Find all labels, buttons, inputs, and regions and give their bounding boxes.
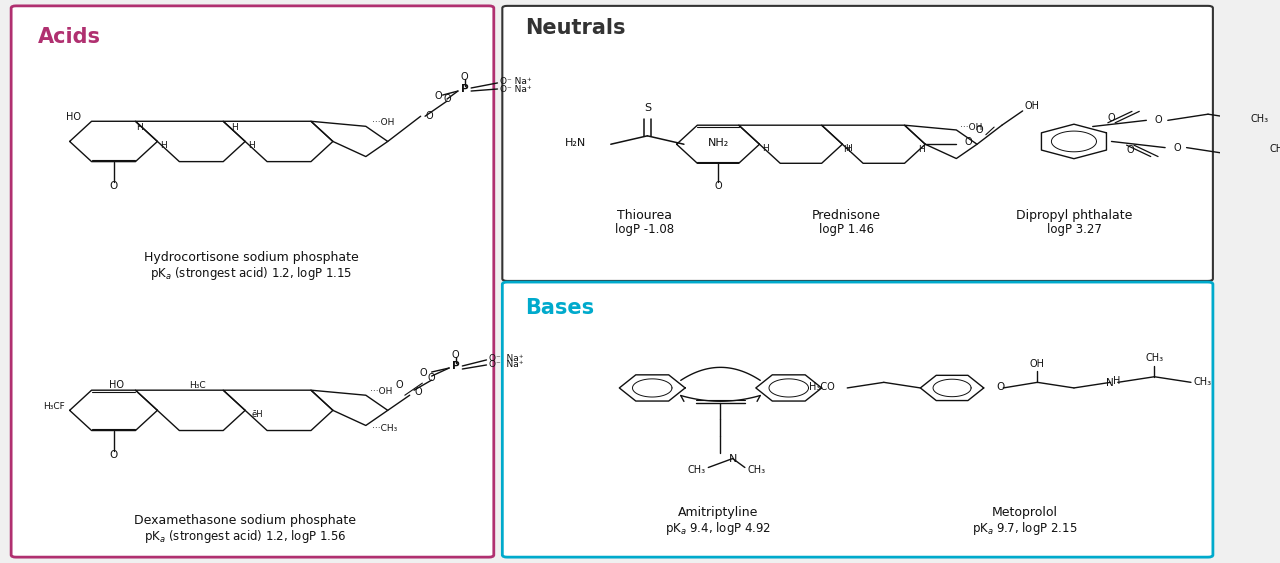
Text: pK$_a$ (strongest acid) 1.2, logP 1.15: pK$_a$ (strongest acid) 1.2, logP 1.15 (150, 265, 352, 282)
Text: O: O (396, 380, 403, 390)
Text: H: H (160, 141, 168, 150)
Text: CH₃: CH₃ (1193, 377, 1212, 387)
Text: H: H (763, 144, 769, 153)
Text: O: O (1107, 113, 1115, 123)
Text: O: O (428, 373, 435, 383)
Text: O: O (415, 387, 421, 397)
Text: P: P (461, 84, 468, 94)
Text: O: O (1126, 145, 1134, 155)
Text: O: O (452, 350, 460, 360)
Text: O: O (714, 181, 722, 191)
Text: P: P (452, 361, 460, 371)
Text: ···OH: ···OH (370, 387, 393, 396)
Text: Metoprolol: Metoprolol (992, 506, 1059, 519)
Text: O: O (109, 181, 118, 191)
Text: O: O (420, 368, 428, 378)
Text: OH: OH (1030, 359, 1044, 369)
Text: N: N (1106, 378, 1114, 388)
Text: O: O (1174, 142, 1180, 153)
Text: O: O (443, 94, 451, 104)
Text: H: H (918, 145, 924, 154)
Text: H: H (248, 141, 255, 150)
Text: CH₃: CH₃ (1270, 144, 1280, 154)
Text: Dipropyl phthalate: Dipropyl phthalate (1016, 209, 1132, 222)
Text: CH₃: CH₃ (748, 464, 765, 475)
Text: O: O (965, 137, 973, 148)
Text: Dexamethasone sodium phosphate: Dexamethasone sodium phosphate (134, 514, 356, 527)
Text: H₃C: H₃C (189, 381, 206, 390)
Text: Hydrocortisone sodium phosphate: Hydrocortisone sodium phosphate (143, 251, 358, 263)
Text: Bases: Bases (526, 298, 595, 318)
Text: H₂N: H₂N (566, 137, 586, 148)
FancyBboxPatch shape (502, 6, 1213, 281)
Text: O: O (996, 382, 1005, 392)
Text: CH₃: CH₃ (687, 464, 705, 475)
Text: O⁻ Na⁺: O⁻ Na⁺ (499, 78, 531, 87)
Text: O⁻  Na⁺: O⁻ Na⁺ (489, 355, 524, 364)
Text: pK$_a$ 9.7, logP 2.15: pK$_a$ 9.7, logP 2.15 (973, 520, 1078, 537)
Text: pK$_a$ 9.4, logP 4.92: pK$_a$ 9.4, logP 4.92 (666, 520, 771, 537)
Text: ···CH₃: ···CH₃ (372, 424, 398, 433)
Text: CH₃: CH₃ (1251, 114, 1268, 124)
Text: HO: HO (65, 112, 81, 122)
Text: H: H (844, 145, 850, 154)
Text: CH₃: CH₃ (1146, 354, 1164, 363)
Text: O: O (109, 450, 118, 460)
Text: logP 3.27: logP 3.27 (1047, 223, 1101, 236)
FancyBboxPatch shape (502, 282, 1213, 557)
Text: H₃CO: H₃CO (809, 382, 835, 392)
Text: Neutrals: Neutrals (526, 18, 626, 38)
Text: H: H (137, 123, 143, 132)
Text: HO: HO (110, 380, 124, 390)
Text: Amitriptyline: Amitriptyline (678, 506, 758, 519)
Text: O: O (434, 91, 442, 101)
Text: Acids: Acids (38, 26, 101, 47)
Text: pK$_a$ (strongest acid) 1.2, logP 1.56: pK$_a$ (strongest acid) 1.2, logP 1.56 (143, 528, 347, 545)
Text: ···OH: ···OH (372, 118, 394, 127)
Text: Thiourea: Thiourea (617, 209, 672, 222)
Text: logP 1.46: logP 1.46 (818, 223, 873, 236)
Text: ēH: ēH (252, 410, 264, 419)
Text: N: N (728, 454, 737, 463)
Text: ···OH: ···OH (960, 123, 983, 132)
Text: H: H (1112, 376, 1120, 386)
Text: O: O (425, 111, 433, 121)
Text: H: H (230, 123, 238, 132)
Text: OH: OH (1025, 101, 1039, 111)
Text: Prednisone: Prednisone (812, 209, 881, 222)
Text: NH₂: NH₂ (708, 137, 730, 148)
Text: O: O (461, 72, 468, 82)
Text: O: O (1155, 115, 1162, 126)
Text: H: H (845, 144, 852, 153)
Text: S: S (644, 104, 652, 113)
Text: O⁻  Na⁺: O⁻ Na⁺ (489, 360, 524, 369)
Text: O: O (975, 125, 983, 135)
FancyBboxPatch shape (12, 6, 494, 557)
Text: O⁻ Na⁺: O⁻ Na⁺ (499, 84, 531, 93)
Text: logP -1.08: logP -1.08 (616, 223, 675, 236)
Text: H₃CF: H₃CF (44, 402, 65, 411)
